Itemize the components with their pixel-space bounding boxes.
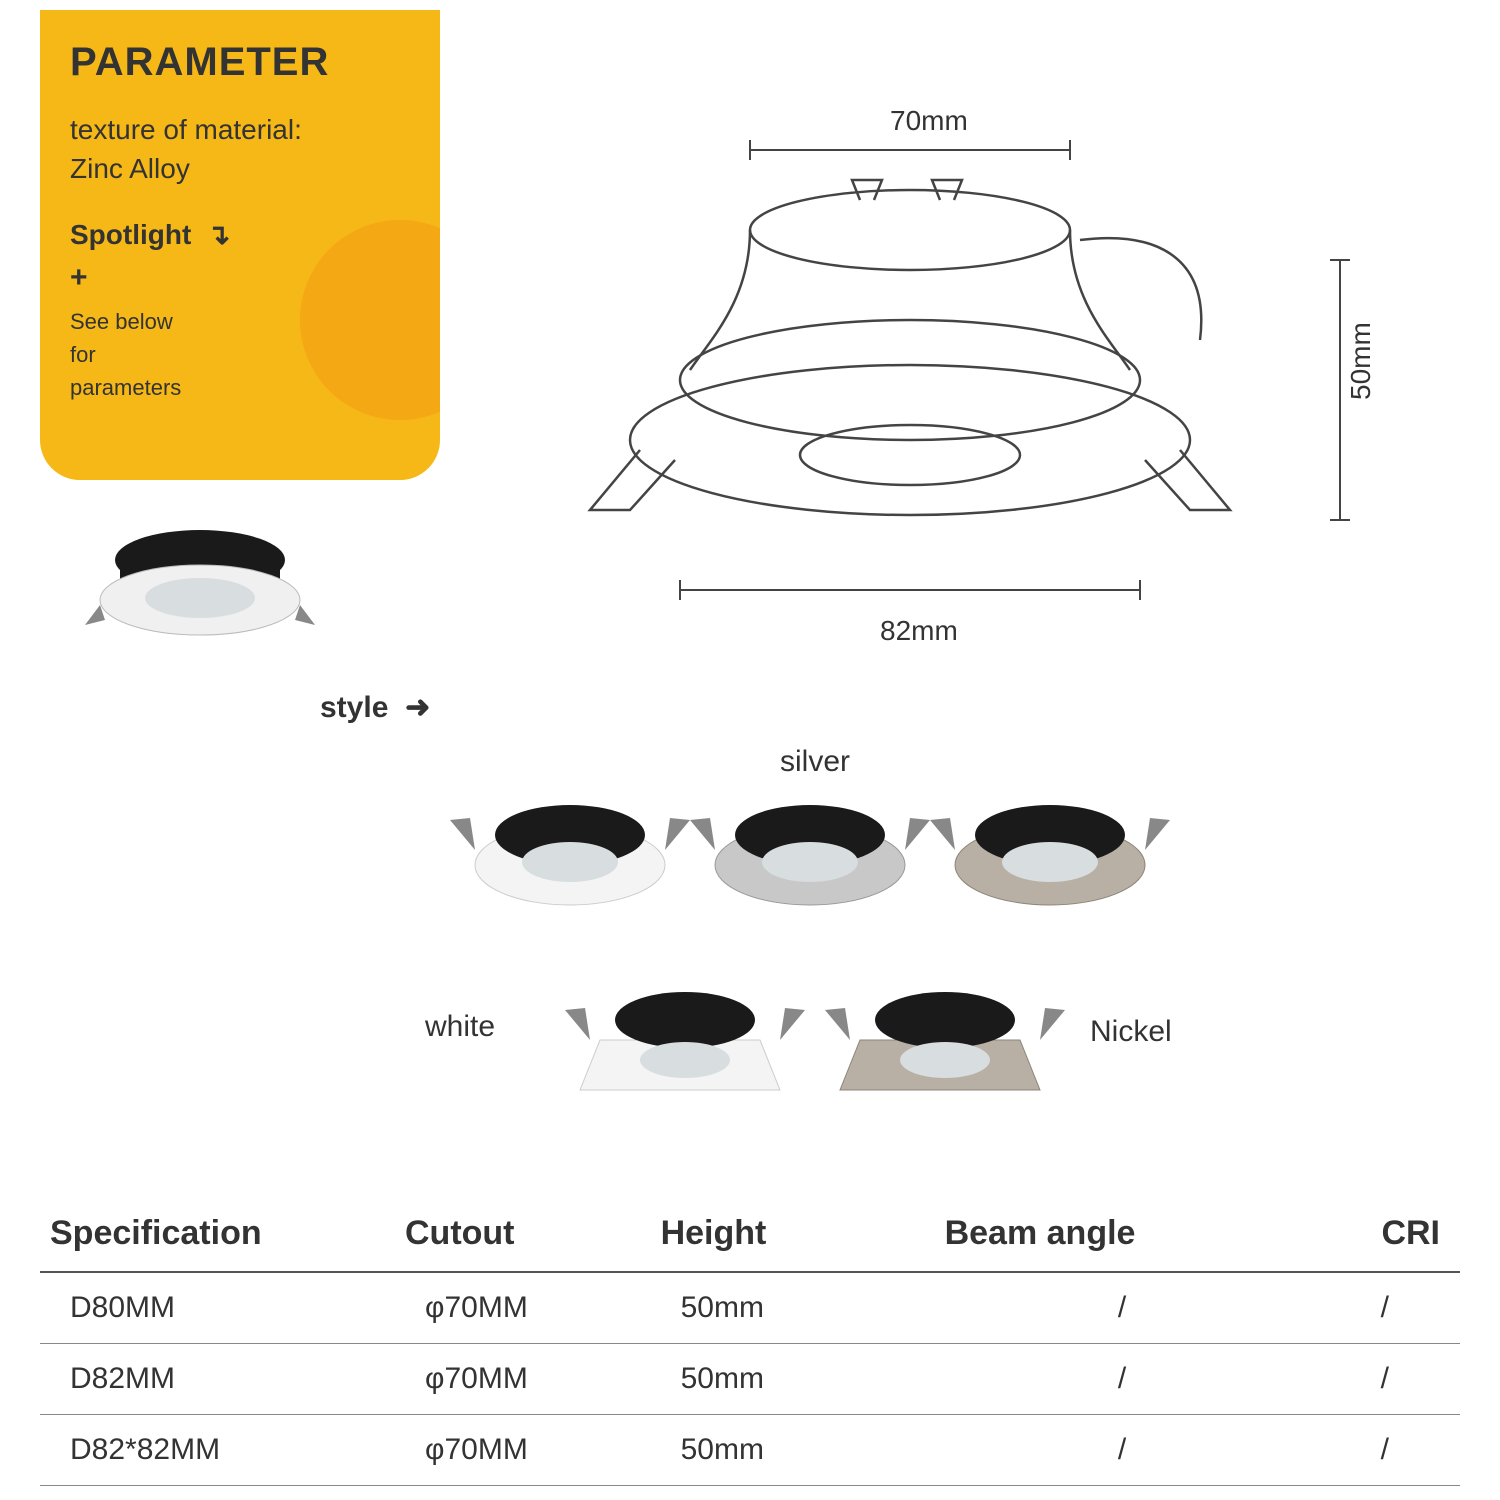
note-line2: for bbox=[70, 342, 96, 367]
cell: / bbox=[1290, 1272, 1460, 1344]
card-plus: + bbox=[70, 261, 410, 295]
dim-bottom: 82mm bbox=[880, 615, 958, 646]
variant-label-nickel: Nickel bbox=[1090, 1015, 1172, 1049]
table-row: D82MM φ70MM 50mm / / bbox=[40, 1344, 1460, 1415]
parameter-card: PARAMETER texture of material: Zinc Allo… bbox=[40, 10, 440, 480]
cell: φ70MM bbox=[395, 1344, 651, 1415]
card-title: PARAMETER bbox=[70, 40, 410, 85]
card-spotlight: Spotlight ↴ bbox=[70, 218, 410, 251]
col-cutout: Cutout bbox=[395, 1200, 651, 1272]
cell: / bbox=[935, 1415, 1290, 1486]
cell: D82MM bbox=[40, 1344, 395, 1415]
cell: / bbox=[1290, 1415, 1460, 1486]
cell: 50mm bbox=[651, 1272, 935, 1344]
cell: / bbox=[1290, 1344, 1460, 1415]
specification-table: Specification Cutout Height Beam angle C… bbox=[40, 1200, 1460, 1486]
table-row: D82*82MM φ70MM 50mm / / bbox=[40, 1415, 1460, 1486]
cell: φ70MM bbox=[395, 1415, 651, 1486]
spotlight-text: Spotlight bbox=[70, 219, 191, 250]
dim-top: 70mm bbox=[890, 105, 968, 136]
card-note: See below for parameters bbox=[70, 305, 410, 404]
col-cri: CRI bbox=[1290, 1200, 1460, 1272]
cell: D82*82MM bbox=[40, 1415, 395, 1486]
style-label: style ➜ bbox=[320, 690, 430, 725]
col-height: Height bbox=[651, 1200, 935, 1272]
mini-product-image bbox=[80, 490, 320, 650]
variant-gallery bbox=[420, 740, 1240, 1160]
cell: 50mm bbox=[651, 1415, 935, 1486]
material-label: texture of material: bbox=[70, 114, 302, 145]
cell: / bbox=[935, 1344, 1290, 1415]
col-specification: Specification bbox=[40, 1200, 395, 1272]
variant-label-silver: silver bbox=[780, 745, 850, 779]
cell: / bbox=[935, 1272, 1290, 1344]
col-beam-angle: Beam angle bbox=[935, 1200, 1290, 1272]
arrow-down-icon: ↴ bbox=[199, 218, 230, 251]
arrow-right-icon: ➜ bbox=[397, 691, 430, 724]
cell: 50mm bbox=[651, 1344, 935, 1415]
style-text: style bbox=[320, 691, 388, 724]
note-line1: See below bbox=[70, 309, 173, 334]
technical-drawing: 70mm 82mm 50mm bbox=[560, 80, 1460, 680]
card-material: texture of material: Zinc Alloy bbox=[70, 110, 410, 188]
material-value: Zinc Alloy bbox=[70, 153, 190, 184]
cell: D80MM bbox=[40, 1272, 395, 1344]
note-line3: parameters bbox=[70, 375, 181, 400]
table-header-row: Specification Cutout Height Beam angle C… bbox=[40, 1200, 1460, 1272]
variant-label-white: white bbox=[425, 1010, 495, 1044]
table-row: D80MM φ70MM 50mm / / bbox=[40, 1272, 1460, 1344]
cell: φ70MM bbox=[395, 1272, 651, 1344]
dim-height: 50mm bbox=[1345, 322, 1376, 400]
